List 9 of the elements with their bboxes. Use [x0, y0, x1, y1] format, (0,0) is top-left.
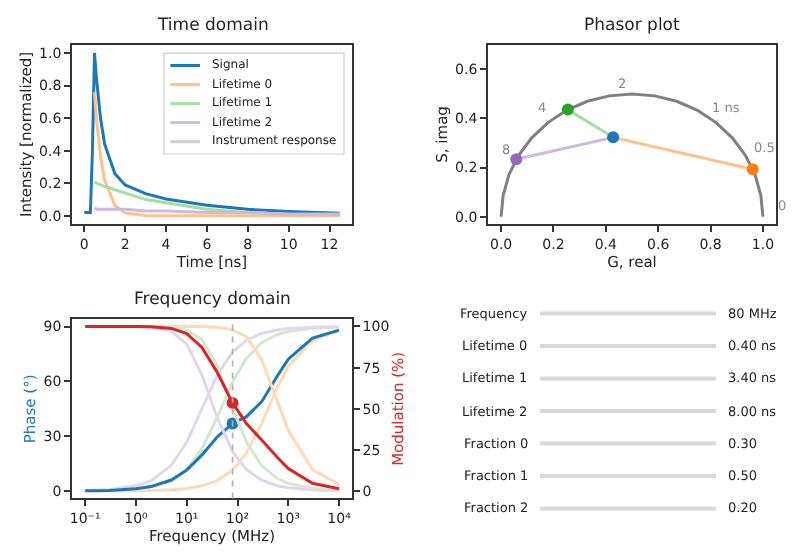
line-series: [92, 90, 342, 218]
chart-title: Frequency domain: [134, 290, 291, 310]
chart-title: Phasor plot: [584, 16, 682, 36]
line-series: [82, 51, 342, 215]
point: [607, 131, 620, 144]
point: [561, 103, 574, 116]
point: [746, 163, 759, 176]
chart-title: Time domain: [156, 16, 269, 36]
point: [510, 153, 523, 166]
